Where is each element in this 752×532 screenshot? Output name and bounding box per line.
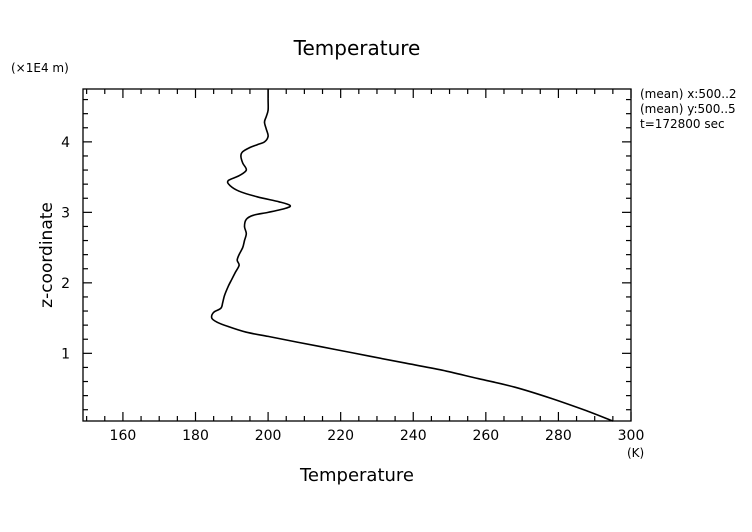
- x-tick-label: 300: [618, 428, 645, 444]
- data-point: [211, 317, 213, 319]
- series-layer: [210, 88, 614, 422]
- data-point: [240, 155, 242, 157]
- data-point: [236, 259, 238, 261]
- data-point: [550, 397, 552, 399]
- temperature-series-line: [210, 89, 614, 422]
- data-point: [231, 278, 233, 280]
- data-point: [253, 214, 255, 216]
- chart-title: Temperature: [293, 36, 421, 60]
- data-point: [478, 378, 480, 380]
- data-point: [267, 88, 269, 90]
- data-point: [216, 321, 218, 323]
- x-tick-label: 240: [400, 428, 427, 444]
- axis-tick-labels: 160 180 200 220 240 260 280 300 1 2 3 4: [61, 135, 644, 444]
- y-axis-label: z-coordinate: [37, 202, 57, 308]
- data-point: [220, 307, 222, 309]
- data-point: [245, 331, 247, 333]
- data-point: [227, 325, 229, 328]
- data-point: [263, 141, 266, 143]
- data-point: [227, 180, 229, 182]
- plot-frame: [82, 88, 632, 422]
- data-point: [256, 144, 258, 146]
- data-point: [229, 185, 231, 187]
- axis-ticks: [83, 89, 632, 421]
- x-tick-label: 260: [472, 428, 499, 444]
- y-tick-label: 3: [61, 205, 70, 221]
- data-point: [332, 348, 334, 350]
- data-point: [242, 247, 244, 249]
- y-tick-label: 2: [61, 276, 70, 292]
- data-point: [238, 264, 240, 266]
- y-tick-label: 4: [61, 135, 70, 151]
- x-tick-label: 220: [327, 428, 354, 444]
- data-point: [245, 232, 247, 235]
- data-point: [267, 109, 269, 111]
- data-point: [267, 99, 269, 101]
- data-point: [265, 115, 267, 118]
- data-point: [267, 335, 269, 337]
- data-point: [267, 135, 269, 137]
- x-axis-unit: (K): [627, 446, 644, 460]
- data-point: [245, 169, 247, 171]
- data-point: [223, 294, 226, 297]
- data-point: [285, 207, 287, 209]
- data-point: [242, 151, 244, 153]
- data-point: [227, 285, 229, 287]
- y-axis-unit: (×1E4 m): [11, 61, 69, 75]
- data-point: [586, 410, 589, 412]
- data-point: [222, 302, 224, 304]
- data-point: [238, 175, 240, 177]
- data-point: [289, 204, 291, 206]
- data-point: [238, 254, 240, 256]
- data-point: [514, 386, 516, 388]
- data-point: [405, 362, 407, 364]
- data-point: [245, 218, 247, 220]
- x-tick-label: 280: [545, 428, 572, 444]
- data-point: [267, 211, 269, 213]
- x-tick-label: 160: [110, 428, 137, 444]
- data-point: [265, 128, 267, 130]
- annotation-mean-y: (mean) y:500..5: [640, 102, 736, 116]
- data-point: [278, 201, 280, 203]
- data-point: [243, 239, 246, 242]
- y-tick-label: 1: [61, 346, 70, 362]
- x-tick-label: 200: [255, 428, 282, 444]
- data-point: [441, 369, 443, 371]
- data-point: [249, 146, 251, 149]
- x-axis-label: Temperature: [299, 465, 414, 486]
- annotation-mean-x: (mean) x:500..2: [640, 87, 737, 101]
- data-point: [256, 196, 258, 198]
- annotation-time: t=172800 sec: [640, 117, 725, 131]
- data-point: [234, 271, 236, 273]
- data-point: [263, 121, 266, 123]
- data-point: [612, 420, 614, 422]
- data-point: [369, 355, 371, 357]
- data-point: [213, 311, 215, 313]
- data-point: [242, 162, 244, 164]
- x-tick-label: 180: [182, 428, 209, 444]
- data-point: [238, 190, 240, 192]
- annotation-block: (mean) x:500..2 (mean) y:500..5 t=172800…: [640, 87, 737, 131]
- data-point: [243, 225, 246, 228]
- data-point: [296, 341, 298, 343]
